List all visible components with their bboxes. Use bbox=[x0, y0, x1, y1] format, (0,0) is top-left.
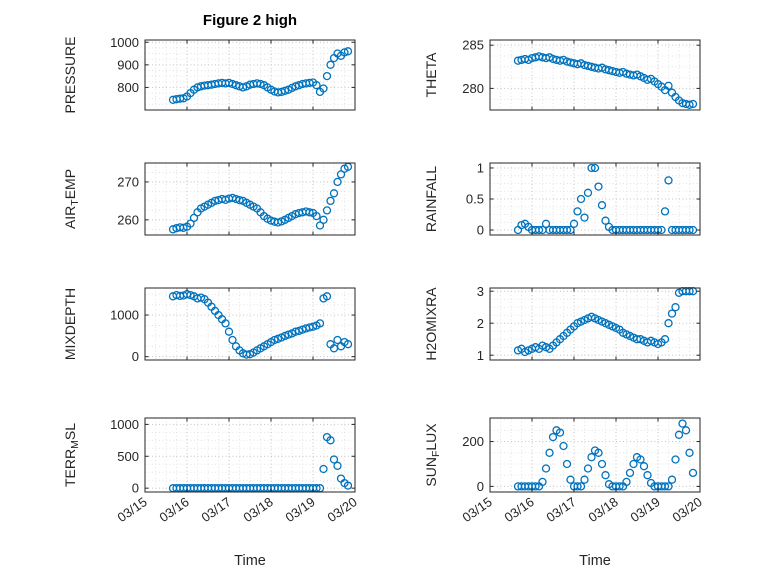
y-tick-labels: 1 2 3 bbox=[477, 284, 484, 363]
subplot-h2omixra: 1 2 3 H2OMIXRA bbox=[423, 284, 701, 363]
x-tick-labels: 03/15 03/16 03/17 03/18 03/19 03/20 bbox=[114, 494, 359, 525]
svg-text:1000: 1000 bbox=[110, 35, 139, 50]
svg-text:1: 1 bbox=[477, 348, 484, 363]
svg-text:03/17: 03/17 bbox=[543, 494, 578, 525]
svg-text:03/19: 03/19 bbox=[627, 494, 662, 525]
y-tick-labels: 0 200 bbox=[462, 434, 484, 494]
time-axis-label-left: Time bbox=[234, 553, 266, 569]
svg-text:3: 3 bbox=[477, 284, 484, 299]
ylabel-rainfall: RAINFALL bbox=[423, 166, 439, 232]
series-pressure bbox=[168, 47, 353, 104]
ylabel-pressure: PRESSURE bbox=[62, 36, 78, 113]
y-tick-labels: 800 900 1000 bbox=[110, 35, 139, 95]
svg-text:1000: 1000 bbox=[110, 308, 139, 323]
svg-text:03/18: 03/18 bbox=[240, 494, 275, 525]
svg-text:03/16: 03/16 bbox=[501, 494, 536, 525]
svg-text:280: 280 bbox=[462, 81, 484, 96]
y-tick-labels: 280 285 bbox=[462, 38, 484, 96]
series-air-temp bbox=[168, 162, 353, 234]
ylabel-h2omixra: H2OMIXRA bbox=[423, 287, 439, 361]
svg-text:03/19: 03/19 bbox=[282, 494, 317, 525]
svg-text:03/18: 03/18 bbox=[585, 494, 620, 525]
subplot-theta: 280 285 THETA bbox=[423, 38, 701, 111]
svg-text:03/16: 03/16 bbox=[156, 494, 191, 525]
svg-text:0: 0 bbox=[477, 479, 484, 494]
subplot-terr-msl: 0 500 1000 TERRMSL 03/15 03/16 03/17 03/18 03/19… bbox=[62, 417, 360, 525]
series-theta bbox=[513, 52, 698, 109]
figure-title: Figure 2 high bbox=[202, 12, 298, 29]
subplot-pressure: 800 900 1000 PRESSURE bbox=[62, 35, 356, 114]
svg-text:1000: 1000 bbox=[110, 417, 139, 432]
time-axis-label-right: Time bbox=[579, 553, 611, 569]
svg-text:03/15: 03/15 bbox=[459, 494, 494, 525]
svg-text:0: 0 bbox=[477, 223, 484, 238]
ylabel-terr-msl: TERRMSL bbox=[62, 423, 81, 487]
series-sun-flux bbox=[513, 419, 698, 491]
ylabel-air-temp: AIRTEMP bbox=[62, 169, 81, 229]
svg-text:03/17: 03/17 bbox=[198, 494, 233, 525]
svg-text:0: 0 bbox=[132, 349, 139, 364]
ylabel-theta: THETA bbox=[423, 52, 439, 98]
svg-text:03/15: 03/15 bbox=[114, 494, 149, 525]
series-terr-msl bbox=[168, 432, 353, 493]
series-h2omixra bbox=[513, 287, 698, 357]
svg-text:03/20: 03/20 bbox=[669, 494, 704, 525]
svg-text:200: 200 bbox=[462, 434, 484, 449]
svg-text:03/20: 03/20 bbox=[324, 494, 359, 525]
ylabel-mixdepth: MIXDEPTH bbox=[62, 288, 78, 360]
ylabel-sun-flux: SUNFLUX bbox=[423, 423, 442, 487]
y-tick-labels: 260 270 bbox=[117, 174, 139, 227]
y-tick-labels: 0 500 1000 bbox=[110, 417, 139, 496]
y-tick-labels: 00.51 bbox=[466, 161, 484, 238]
svg-text:500: 500 bbox=[117, 449, 139, 464]
svg-text:270: 270 bbox=[117, 174, 139, 189]
subplot-mixdepth: 0 1000 MIXDEPTH bbox=[62, 287, 356, 365]
svg-text:260: 260 bbox=[117, 212, 139, 227]
subplot-air-temp: 260 270 AIRTEMP bbox=[62, 162, 356, 236]
svg-text:800: 800 bbox=[117, 80, 139, 95]
svg-text:0: 0 bbox=[132, 481, 139, 496]
svg-text:1: 1 bbox=[477, 161, 484, 176]
svg-text:900: 900 bbox=[117, 57, 139, 72]
svg-text:2: 2 bbox=[477, 316, 484, 331]
series-mixdepth bbox=[168, 290, 353, 359]
svg-text:0.5: 0.5 bbox=[466, 192, 484, 207]
subplot-sun-flux: 0 200 SUNFLUX 03/15 03/16 03/17 03/18 03/19 03/2… bbox=[423, 417, 705, 525]
x-tick-labels: 03/15 03/16 03/17 03/18 03/19 03/20 bbox=[459, 494, 704, 525]
y-tick-labels: 0 1000 bbox=[110, 308, 139, 365]
svg-text:285: 285 bbox=[462, 38, 484, 53]
